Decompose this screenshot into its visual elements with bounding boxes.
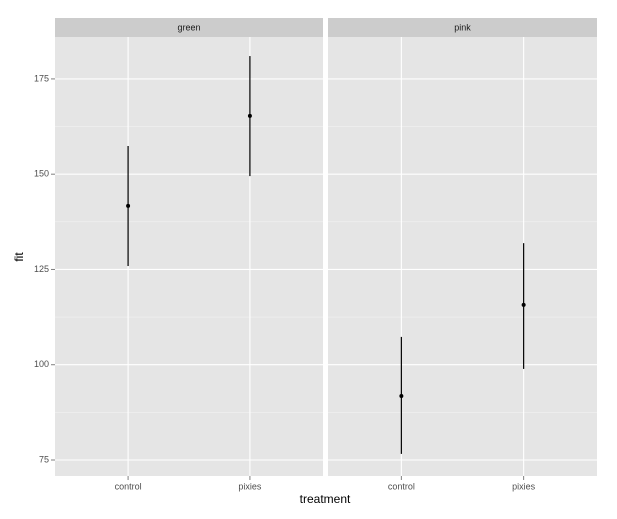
y-tick-label: 75 [39,454,49,464]
point [126,203,131,208]
point [521,302,526,307]
y-axis-title: fit [12,252,26,262]
y-tick-label: 150 [34,169,49,179]
strip-label: pink [454,22,471,32]
x-tick-label: pixies [238,481,262,491]
strip-background [328,18,597,37]
strip-background [55,18,323,37]
point [399,393,404,398]
y-tick-label: 125 [34,264,49,274]
strip-label: green [177,22,200,32]
x-tick-label: pixies [512,481,536,491]
point [247,113,252,118]
y-tick-label: 100 [34,359,49,369]
x-tick-label: control [388,481,415,491]
x-axis-title: treatment [300,492,351,506]
y-tick-label: 175 [34,73,49,83]
panel-background [55,37,323,476]
x-tick-label: control [115,481,142,491]
panel-background [328,37,597,476]
